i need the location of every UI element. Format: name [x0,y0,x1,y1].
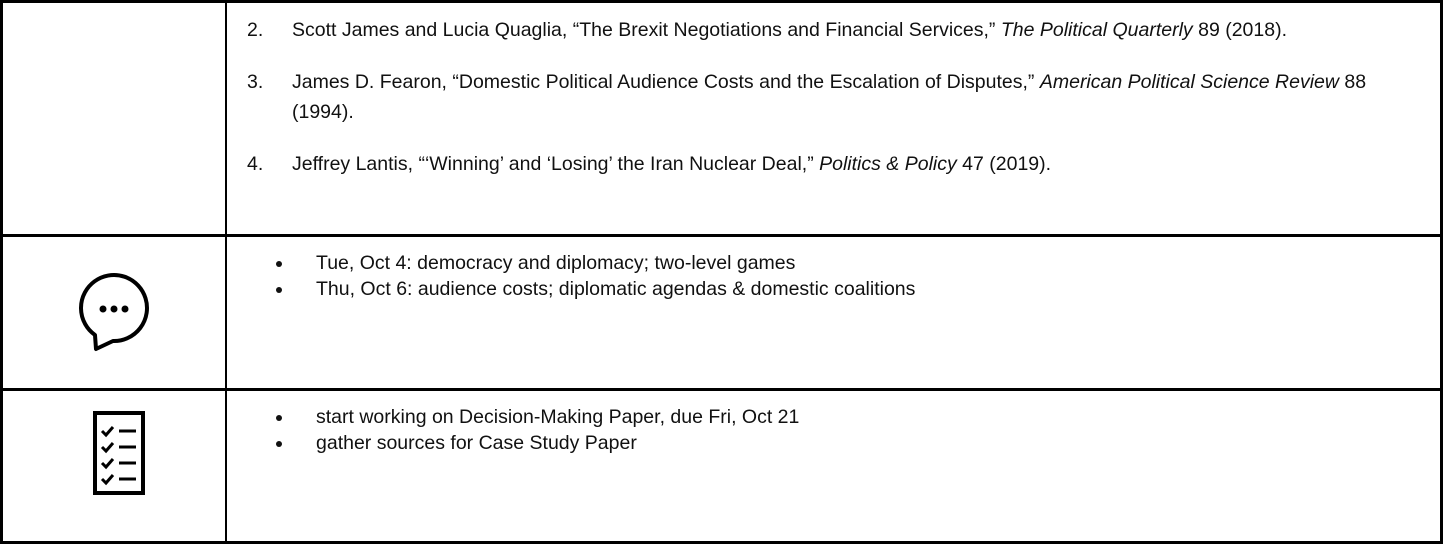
tasks-row: start working on Decision-Making Paper, … [3,388,1440,541]
reading: 2. Scott James and Lucia Quaglia, “The Br… [247,15,1420,45]
reading: 3. James D. Fearon, “Domestic Political A… [247,67,1420,127]
icon-cell [3,391,227,541]
text: James D. Fearon, “Domestic Political Aud… [292,71,1040,93]
discussion-row: Tue, Oct 4: democracy and diplomacy; two… [3,234,1440,388]
topic-list: Tue, Oct 4: democracy and diplomacy; two… [227,237,1440,302]
readings: 2. Scott James and Lucia Quaglia, “The Br… [227,3,1440,234]
text: Jeffrey Lantis, “‘Winning’ and ‘Losing’ … [292,153,820,175]
text: 88 (1994). [292,71,1367,123]
text: The Political Quarterly [1000,19,1193,41]
task: gather sources for Case Study Paper [294,430,1420,456]
text: Scott James and Lucia Quaglia, “The Brex… [292,19,1001,41]
speech-bubble-icon [79,273,149,351]
topic: Tue, Oct 4: democracy and diplomacy; two… [294,250,1420,276]
reading-list: 2. Scott James and Lucia Quaglia, “The Br… [227,3,1440,179]
tasks: start working on Decision-Making Paper, … [227,391,1440,541]
discussion: Tue, Oct 4: democracy and diplomacy; two… [227,237,1440,388]
text: American Political Science Review [1039,71,1339,93]
topic: Thu, Oct 6: audience costs; diplomatic a… [294,276,1420,302]
reading: 4. Jeffrey Lantis, “‘Winning’ and ‘Losing… [247,149,1420,179]
text: Politics & Policy [819,153,957,175]
number: 3. [247,71,264,93]
text: 89 (2018). [1192,19,1287,41]
icon-cell [3,237,227,388]
icon-cell [3,3,227,234]
text: 47 (2019). [956,153,1052,175]
task-list: start working on Decision-Making Paper, … [227,391,1440,456]
number: 2. [247,19,264,41]
checklist-icon [93,411,145,495]
readings-row: 2. Scott James and Lucia Quaglia, “The Br… [3,3,1440,234]
task: start working on Decision-Making Paper, … [294,404,1420,430]
number: 4. [247,153,264,175]
